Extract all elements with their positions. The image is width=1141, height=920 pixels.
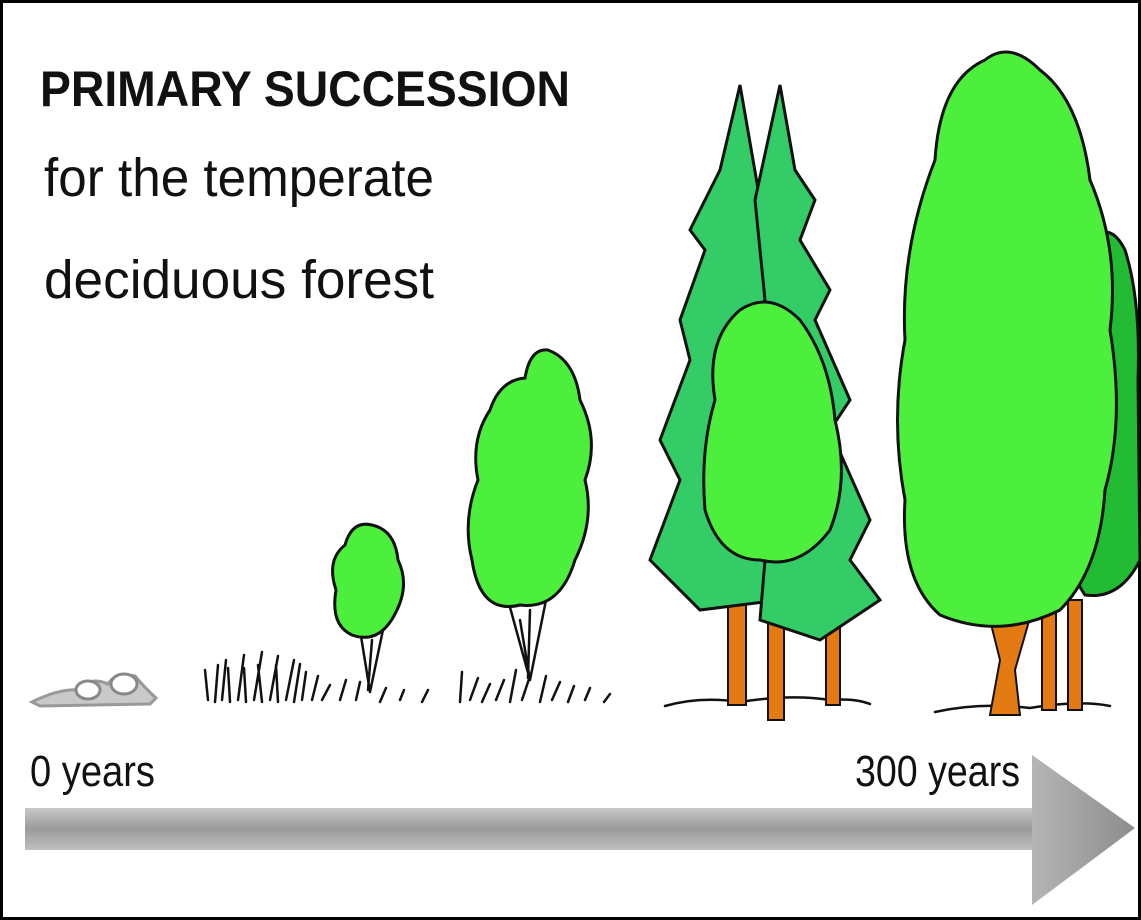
subtitle-line: deciduous forest <box>44 250 434 310</box>
timeline-start-label: 0 years <box>30 747 155 796</box>
diagram: PRIMARY SUCCESSION for the temperate dec… <box>0 0 1141 920</box>
page: {"title": "PRIMARY SUCCESSION", "subtitl… <box>0 0 1141 920</box>
subtitle-line: for the temperate <box>44 148 434 208</box>
title: PRIMARY SUCCESSION <box>40 61 570 117</box>
timeline-end-label: 300 years <box>855 747 1020 796</box>
